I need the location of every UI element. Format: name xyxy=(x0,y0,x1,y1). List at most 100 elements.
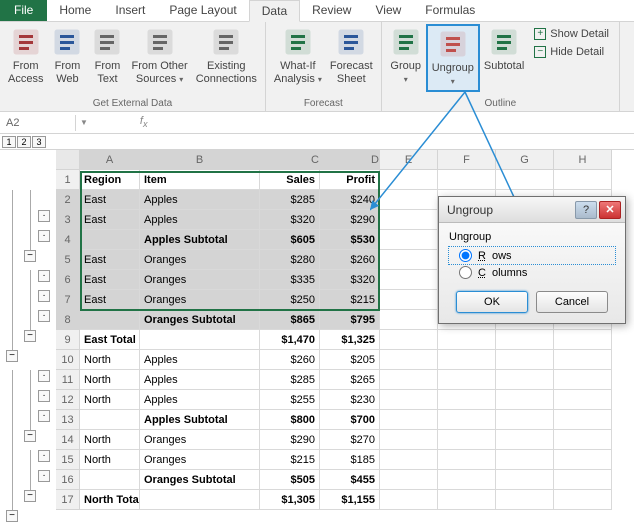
cell[interactable] xyxy=(496,450,554,470)
collapse-button[interactable]: − xyxy=(24,490,36,502)
cell[interactable]: East Total xyxy=(80,330,140,350)
row-header[interactable]: 16 xyxy=(56,470,80,490)
hide-detail-button[interactable]: −Hide Detail xyxy=(534,46,609,58)
cell[interactable] xyxy=(380,390,438,410)
collapse-button[interactable]: − xyxy=(6,510,18,522)
cell[interactable] xyxy=(380,410,438,430)
cell[interactable]: $335 xyxy=(260,270,320,290)
subtotal-button[interactable]: Subtotal xyxy=(480,24,528,75)
cell[interactable]: $285 xyxy=(260,190,320,210)
cell[interactable]: Apples Subtotal xyxy=(140,230,260,250)
cell[interactable]: Oranges Subtotal xyxy=(140,310,260,330)
cell[interactable]: East xyxy=(80,190,140,210)
cell[interactable]: Apples xyxy=(140,370,260,390)
cell[interactable]: $800 xyxy=(260,410,320,430)
close-button[interactable]: ✕ xyxy=(599,201,621,219)
col-header[interactable]: F xyxy=(438,150,496,170)
row-header[interactable]: 15 xyxy=(56,450,80,470)
cell[interactable]: East xyxy=(80,270,140,290)
cell[interactable] xyxy=(380,470,438,490)
cell[interactable]: Oranges xyxy=(140,430,260,450)
cell[interactable]: $185 xyxy=(320,450,380,470)
from-text-button[interactable]: FromText xyxy=(87,24,127,88)
col-header[interactable]: A xyxy=(80,150,140,170)
cell[interactable]: North xyxy=(80,390,140,410)
cell[interactable] xyxy=(438,350,496,370)
collapse-button[interactable]: − xyxy=(24,430,36,442)
option-rows[interactable]: Rows xyxy=(449,247,615,264)
cell[interactable]: $250 xyxy=(260,290,320,310)
cell[interactable] xyxy=(380,190,438,210)
cell[interactable] xyxy=(438,410,496,430)
cell[interactable]: $865 xyxy=(260,310,320,330)
cell[interactable] xyxy=(140,330,260,350)
cell[interactable] xyxy=(554,170,612,190)
tab-home[interactable]: Home xyxy=(47,0,103,21)
what-if-analysis-button[interactable]: What-IfAnalysis ▾ xyxy=(270,24,326,88)
cell[interactable] xyxy=(554,370,612,390)
row-header[interactable]: 3 xyxy=(56,210,80,230)
cell[interactable] xyxy=(380,430,438,450)
cell[interactable]: $320 xyxy=(320,270,380,290)
cell[interactable]: North xyxy=(80,350,140,370)
row-header[interactable]: 7 xyxy=(56,290,80,310)
row-header[interactable]: 14 xyxy=(56,430,80,450)
cell[interactable] xyxy=(554,390,612,410)
cell[interactable] xyxy=(80,410,140,430)
cell[interactable] xyxy=(496,470,554,490)
show-detail-button[interactable]: +Show Detail xyxy=(534,28,609,40)
cell[interactable]: $240 xyxy=(320,190,380,210)
cell[interactable]: Apples Subtotal xyxy=(140,410,260,430)
tab-review[interactable]: Review xyxy=(300,0,363,21)
ungroup-button[interactable]: Ungroup ▾ xyxy=(426,24,480,92)
cell[interactable] xyxy=(438,390,496,410)
cell[interactable]: Item xyxy=(140,170,260,190)
cell[interactable]: Profit xyxy=(320,170,380,190)
cell[interactable]: $795 xyxy=(320,310,380,330)
cell[interactable] xyxy=(554,410,612,430)
cell[interactable]: $1,470 xyxy=(260,330,320,350)
row-header[interactable]: 2 xyxy=(56,190,80,210)
dialog-titlebar[interactable]: Ungroup ? ✕ xyxy=(439,197,625,223)
cell[interactable]: $455 xyxy=(320,470,380,490)
radio-icon[interactable] xyxy=(459,266,472,279)
tab-data[interactable]: Data xyxy=(249,0,300,22)
namebox-dropdown[interactable]: ▼ xyxy=(76,118,92,127)
row-header[interactable]: 6 xyxy=(56,270,80,290)
cell[interactable]: $605 xyxy=(260,230,320,250)
cell[interactable] xyxy=(140,490,260,510)
cell[interactable] xyxy=(438,490,496,510)
cell[interactable] xyxy=(438,170,496,190)
cell[interactable]: $205 xyxy=(320,350,380,370)
row-header[interactable]: 11 xyxy=(56,370,80,390)
row-header[interactable]: 12 xyxy=(56,390,80,410)
cell[interactable]: $290 xyxy=(260,430,320,450)
cell[interactable] xyxy=(496,350,554,370)
from-other-sources-button[interactable]: From OtherSources ▾ xyxy=(127,24,191,88)
cell[interactable] xyxy=(80,230,140,250)
cell[interactable]: $290 xyxy=(320,210,380,230)
cell[interactable]: East xyxy=(80,250,140,270)
cell[interactable] xyxy=(496,490,554,510)
existing-connections-button[interactable]: ExistingConnections xyxy=(192,24,261,88)
cell[interactable]: North xyxy=(80,450,140,470)
cell[interactable] xyxy=(496,430,554,450)
cell[interactable]: Apples xyxy=(140,350,260,370)
tab-formulas[interactable]: Formulas xyxy=(413,0,487,21)
cell[interactable]: Oranges xyxy=(140,290,260,310)
cell[interactable] xyxy=(380,210,438,230)
col-header[interactable]: H xyxy=(554,150,612,170)
cell[interactable]: $230 xyxy=(320,390,380,410)
cell[interactable] xyxy=(496,410,554,430)
cell[interactable] xyxy=(438,470,496,490)
cell[interactable] xyxy=(380,350,438,370)
cell[interactable] xyxy=(380,330,438,350)
cell[interactable] xyxy=(380,290,438,310)
row-header[interactable]: 17 xyxy=(56,490,80,510)
tab-page-layout[interactable]: Page Layout xyxy=(157,0,248,21)
outline-level-1[interactable]: 1 xyxy=(2,136,16,148)
cell[interactable] xyxy=(554,350,612,370)
cell[interactable]: $700 xyxy=(320,410,380,430)
col-header[interactable]: C xyxy=(260,150,320,170)
tab-insert[interactable]: Insert xyxy=(103,0,157,21)
